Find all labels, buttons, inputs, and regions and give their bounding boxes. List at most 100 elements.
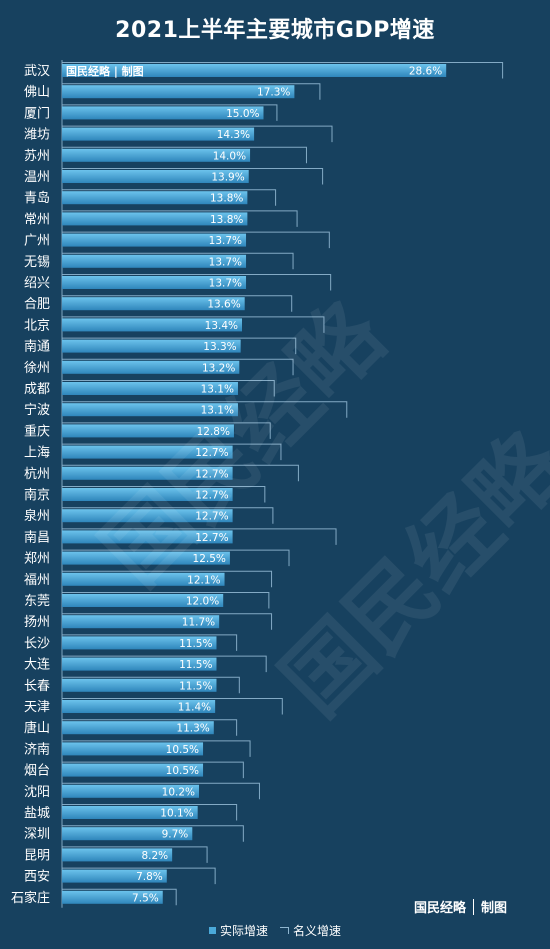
actual-bar: [62, 763, 204, 777]
nominal-bar: [62, 83, 321, 100]
category-label: 深圳: [24, 827, 50, 842]
actual-bar: [62, 339, 241, 353]
category-label: 重庆: [24, 423, 50, 439]
actual-bar: [62, 466, 233, 480]
category-label: 佛山: [24, 85, 50, 100]
category-label: 大连: [24, 657, 50, 673]
actual-bar: [62, 233, 247, 247]
category-label: 郑州: [24, 552, 50, 567]
actual-bar: [62, 148, 251, 162]
value-label: 10.2%: [162, 786, 195, 798]
nominal-bar: [62, 867, 216, 885]
actual-bar: [62, 530, 233, 544]
nominal-bar: [62, 62, 504, 79]
nominal-bar: [62, 507, 274, 524]
actual-bar: [62, 212, 248, 226]
category-label: 成都: [24, 382, 50, 397]
category-label: 天津: [24, 700, 50, 715]
category-label: 沈阳: [24, 785, 50, 800]
actual-bar: [62, 615, 220, 629]
nominal-bar: [62, 782, 260, 800]
actual-bar: [62, 106, 264, 120]
actual-bar: [62, 827, 193, 841]
value-label: 11.3%: [176, 723, 209, 735]
actual-bar: [62, 170, 249, 183]
category-label: 常州: [24, 212, 50, 227]
nominal-bar: [62, 337, 297, 355]
actual-bar: [62, 191, 248, 205]
value-label: 13.3%: [203, 341, 236, 353]
category-label: 烟台: [24, 764, 50, 779]
chart-title: 2021上半年主要城市GDP增速: [115, 18, 435, 43]
category-label: 济南: [24, 741, 50, 757]
nominal-bar: [62, 252, 294, 270]
value-label: 14.3%: [217, 129, 250, 141]
value-label: 11.7%: [182, 617, 215, 629]
value-label: 12.7%: [195, 490, 228, 502]
actual-bar: [62, 594, 224, 607]
actual-bar: [62, 254, 247, 268]
chart-legend: 实际增速 名义增速: [0, 922, 550, 939]
nominal-bar: [62, 592, 270, 609]
category-label: 温州: [24, 170, 50, 185]
nominal-bar: [62, 528, 337, 545]
actual-bar: [62, 700, 216, 713]
brand-divider: [473, 898, 475, 915]
actual-bar: [62, 424, 234, 438]
value-label: 7.8%: [136, 871, 163, 883]
legend-swatch-nominal: [280, 927, 289, 934]
nominal-bar: [62, 698, 283, 715]
category-label: 扬州: [24, 615, 50, 630]
category-label: 广州: [24, 234, 50, 249]
nominal-bar: [62, 189, 277, 206]
actual-bar: [62, 403, 238, 417]
actual-bar: [62, 678, 217, 692]
nominal-bar: [62, 570, 273, 588]
category-label: 青岛: [24, 190, 50, 206]
actual-bar: [62, 721, 214, 735]
nominal-bar: [62, 125, 333, 143]
value-label: 13.7%: [209, 235, 242, 247]
category-label: 福州: [24, 573, 50, 588]
category-label: 南京: [24, 487, 50, 503]
category-label: 徐州: [24, 361, 50, 376]
nominal-bar: [62, 825, 244, 842]
value-label: 9.7%: [162, 829, 189, 841]
category-label: 武汉: [24, 64, 50, 79]
nominal-bar: [62, 210, 298, 227]
value-label: 13.8%: [210, 193, 243, 205]
value-label: 12.8%: [197, 426, 230, 438]
value-label: 8.2%: [141, 850, 168, 862]
category-label: 南昌: [24, 529, 50, 545]
actual-bar: [62, 64, 447, 77]
nominal-bar: [62, 613, 273, 630]
actual-bar: [62, 572, 225, 586]
nominal-bar: [62, 231, 330, 249]
value-label: 15.0%: [226, 108, 259, 120]
actual-bar: [62, 551, 230, 565]
value-label: 7.5%: [132, 892, 159, 904]
actual-bar: [62, 382, 238, 395]
value-label: 13.8%: [210, 214, 243, 226]
value-label: 12.5%: [193, 553, 226, 565]
category-label: 合肥: [24, 297, 50, 312]
legend-label-nominal: 名义增速: [293, 924, 342, 938]
category-label: 东莞: [24, 594, 50, 609]
value-label: 12.1%: [187, 574, 220, 586]
value-label: 13.1%: [201, 384, 234, 396]
category-label: 长春: [24, 679, 50, 694]
nominal-bar: [62, 846, 208, 863]
nominal-bar: [62, 358, 294, 376]
brand-suffix: 制图: [481, 901, 508, 916]
nominal-bar: [62, 443, 282, 461]
category-label: 苏州: [24, 148, 50, 164]
nominal-bar: [62, 104, 278, 121]
value-label: 10.1%: [160, 808, 193, 820]
value-label: 11.5%: [179, 659, 212, 671]
value-label: 12.7%: [195, 511, 228, 523]
nominal-bar: [62, 380, 275, 397]
actual-bar: [62, 85, 295, 99]
value-label: 11.4%: [178, 702, 211, 714]
value-label: 13.7%: [209, 256, 242, 268]
